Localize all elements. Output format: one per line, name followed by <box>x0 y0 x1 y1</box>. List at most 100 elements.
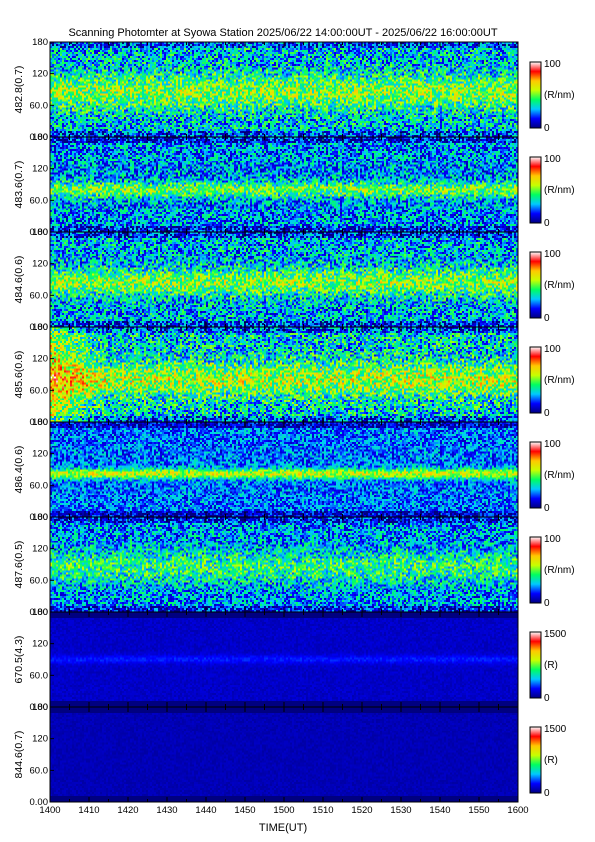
x-tick-label: 1440 <box>195 805 216 816</box>
colorbar-7 <box>529 631 542 699</box>
x-tick-label: 1600 <box>507 805 528 816</box>
y-tick-label: 60.0 <box>30 195 49 206</box>
x-tick-label: 1550 <box>468 805 489 816</box>
y-tick-label: 120 <box>32 449 48 460</box>
colorbar-min-label: 0 <box>544 313 550 324</box>
colorbar-8 <box>529 726 542 794</box>
colorbar-max-label: 100 <box>544 344 561 355</box>
x-tick-label: 1540 <box>429 805 450 816</box>
colorbar-1 <box>529 61 542 129</box>
y-tick-label: 60.0 <box>30 480 49 491</box>
colorbar-max-label: 100 <box>544 534 561 545</box>
y-tick-label: 120 <box>32 544 48 555</box>
colorbar-unit-label: (R/nm) <box>544 185 575 196</box>
panel-ylabel: 844.6(0.7) <box>13 731 25 779</box>
panel-6: 0.00 60.0 120 180 487.6(0.5) 100 0 (R/nm) <box>13 512 575 618</box>
panel-5: 0.00 60.0 120 180 486.4(0.6) 100 0 (R/nm) <box>13 417 575 523</box>
panel-4: 0.00 60.0 120 180 485.6(0.6) 100 0 (R/nm) <box>13 322 575 428</box>
colorbar-max-label: 100 <box>544 154 561 165</box>
panel-ylabel: 484.6(0.6) <box>13 256 25 304</box>
y-tick-label: 0.00 <box>30 607 49 618</box>
y-tick-label: 0.00 <box>30 132 49 143</box>
y-tick-label: 180 <box>32 607 48 618</box>
x-tick-label: 1520 <box>351 805 372 816</box>
y-tick-label: 60.0 <box>30 575 49 586</box>
chart-title: Scanning Photomter at Syowa Station 2025… <box>68 27 497 39</box>
panels-layer: 0.00 60.0 120 180 482.8(0.7) 100 0 (R/nm) 0.00 60… <box>13 37 575 808</box>
colorbar-unit-label: (R/nm) <box>544 280 575 291</box>
colorbar-6 <box>529 536 542 604</box>
x-tick-label: 1430 <box>156 805 177 816</box>
colorbar-unit-label: (R) <box>544 660 558 671</box>
panel-ylabel: 487.6(0.5) <box>13 541 25 589</box>
y-tick-label: 0.00 <box>30 512 49 523</box>
colorbar-unit-label: (R/nm) <box>544 375 575 386</box>
panel-7: 0.00 60.0 120 180 670.5(4.3) 1500 0 (R) <box>13 607 567 713</box>
y-tick-label: 0.00 <box>30 322 49 333</box>
panel-ylabel: 482.8(0.7) <box>13 66 25 114</box>
heatmap-4 <box>50 327 518 422</box>
panel-8: 0.00 60.0 120 180 844.6(0.7) 1500 0 (R) <box>13 702 567 808</box>
y-tick-label: 60.0 <box>30 290 49 301</box>
panel-2: 0.00 60.0 120 180 483.6(0.7) 100 0 (R/nm) <box>13 132 575 238</box>
y-tick-label: 180 <box>32 227 48 238</box>
y-tick-label: 120 <box>32 639 48 650</box>
x-tick-label: 1510 <box>312 805 333 816</box>
y-tick-label: 0.00 <box>30 797 49 808</box>
y-tick-label: 0.00 <box>30 227 49 238</box>
panel-3: 0.00 60.0 120 180 484.6(0.6) 100 0 (R/nm) <box>13 227 575 333</box>
colorbar-min-label: 0 <box>544 408 550 419</box>
colorbar-max-label: 100 <box>544 249 561 260</box>
colorbar-4 <box>529 346 542 414</box>
x-tick-label: 1400 <box>39 805 60 816</box>
x-axis-label: TIME(UT) <box>259 822 307 834</box>
x-tick-label: 1450 <box>234 805 255 816</box>
colorbar-min-label: 0 <box>544 788 550 799</box>
y-tick-label: 180 <box>32 37 48 48</box>
colorbar-unit-label: (R) <box>544 755 558 766</box>
colorbar-2 <box>529 156 542 224</box>
heatmap-2 <box>50 137 518 232</box>
y-tick-label: 120 <box>32 69 48 80</box>
y-tick-label: 60.0 <box>30 385 49 396</box>
colorbar-5 <box>529 441 542 509</box>
x-tick-label: 1500 <box>273 805 294 816</box>
y-tick-label: 120 <box>32 354 48 365</box>
colorbar-min-label: 0 <box>544 218 550 229</box>
heatmap-5 <box>50 422 518 517</box>
panel-ylabel: 670.5(4.3) <box>13 636 25 684</box>
y-tick-label: 60.0 <box>30 670 49 681</box>
x-axis: 1400 1410 1420 1430 1440 1450 1500 1510 1520 1530… <box>39 805 528 816</box>
heatmap-1 <box>50 42 518 137</box>
colorbar-unit-label: (R/nm) <box>544 470 575 481</box>
colorbar-unit-label: (R/nm) <box>544 565 575 576</box>
y-tick-label: 180 <box>32 132 48 143</box>
colorbar-3 <box>529 251 542 319</box>
y-tick-label: 60.0 <box>30 765 49 776</box>
x-tick-label: 1530 <box>390 805 411 816</box>
panel-ylabel: 486.4(0.6) <box>13 446 25 494</box>
colorbar-min-label: 0 <box>544 123 550 134</box>
heatmap-8 <box>50 707 518 802</box>
y-tick-label: 0.00 <box>30 417 49 428</box>
y-tick-label: 0.00 <box>30 702 49 713</box>
colorbar-max-label: 1500 <box>544 724 567 735</box>
colorbar-min-label: 0 <box>544 503 550 514</box>
colorbar-max-label: 100 <box>544 439 561 450</box>
panel-1: 0.00 60.0 120 180 482.8(0.7) 100 0 (R/nm) <box>13 37 575 143</box>
y-tick-label: 180 <box>32 322 48 333</box>
x-tick-label: 1420 <box>117 805 138 816</box>
y-tick-label: 60.0 <box>30 100 49 111</box>
colorbar-max-label: 1500 <box>544 629 567 640</box>
y-tick-label: 120 <box>32 734 48 745</box>
y-tick-label: 180 <box>32 512 48 523</box>
panel-ylabel: 483.6(0.7) <box>13 161 25 209</box>
colorbar-min-label: 0 <box>544 693 550 704</box>
y-tick-label: 180 <box>32 702 48 713</box>
panel-ylabel: 485.6(0.6) <box>13 351 25 399</box>
heatmap-6 <box>50 517 518 612</box>
heatmap-3 <box>50 232 518 327</box>
colorbar-unit-label: (R/nm) <box>544 90 575 101</box>
y-tick-label: 180 <box>32 417 48 428</box>
